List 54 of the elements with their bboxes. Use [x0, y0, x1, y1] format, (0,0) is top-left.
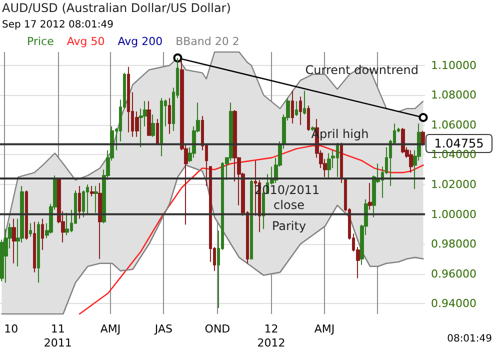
candlestick [168, 98, 171, 134]
candlestick [160, 98, 163, 157]
candlestick [37, 221, 40, 284]
candlestick [421, 130, 425, 146]
candlestick [151, 114, 155, 138]
y-tick-label: 1.10000 [431, 58, 476, 72]
chart-subtitle: Sep 17 2012 08:01:49 [2, 20, 114, 30]
candlestick [65, 212, 69, 236]
y-tick-label: 0.94000 [431, 297, 476, 310]
candlestick [86, 184, 89, 215]
y-tick-label: 1.00000 [431, 208, 476, 221]
candlestick [156, 118, 159, 145]
candlestick [78, 185, 81, 220]
candlestick [401, 127, 405, 154]
line-series [78, 145, 424, 315]
y-tick-label: 1.02000 [431, 178, 476, 191]
x-tick-label: 12 2012 [257, 322, 286, 350]
y-tick-label: 1.06000 [431, 118, 476, 132]
annotation: 1.04755 [434, 136, 484, 150]
candlestick [127, 66, 130, 133]
x-tick-label: OND [204, 322, 230, 336]
candlestick [147, 100, 151, 136]
candlestick [41, 218, 44, 250]
candlestick [90, 185, 94, 197]
ref-line-label: Parity [272, 218, 306, 233]
text: Price [27, 35, 54, 48]
candlestick [98, 182, 102, 260]
candlestick [250, 180, 253, 260]
candlestick [29, 222, 32, 238]
legend-label: Avg 200 [118, 35, 163, 48]
x-tick-label: AMJ [314, 322, 335, 336]
x-tick-label: JAS [154, 322, 172, 336]
y-tick-label: 0.96000 [431, 267, 476, 280]
candlestick [12, 218, 16, 264]
candlestick [368, 182, 372, 210]
candlestick [295, 100, 298, 117]
x-tick-label: 11 2011 [44, 322, 72, 350]
candlestick [291, 90, 294, 124]
chart-title: AUD/USD (Australian Dollar/US Dollar) [2, 1, 231, 15]
candlestick [327, 152, 331, 180]
x-tick-label: AMJ [100, 322, 121, 336]
candlestick [307, 105, 310, 132]
candlestick [409, 150, 413, 174]
candlestick [25, 190, 28, 240]
text: Avg 50 [66, 35, 105, 48]
series-label: BBand 20 2 [176, 35, 240, 48]
candlestick [299, 96, 302, 126]
candlestick [33, 221, 36, 273]
x-tick-label: 10 [4, 322, 18, 336]
text: 08:01:49 [447, 334, 492, 344]
y-tick-label: 0.98000 [431, 238, 476, 251]
y-tick-label: 1.08000 [431, 88, 476, 102]
candlestick [94, 185, 98, 214]
candlestick [303, 90, 306, 116]
